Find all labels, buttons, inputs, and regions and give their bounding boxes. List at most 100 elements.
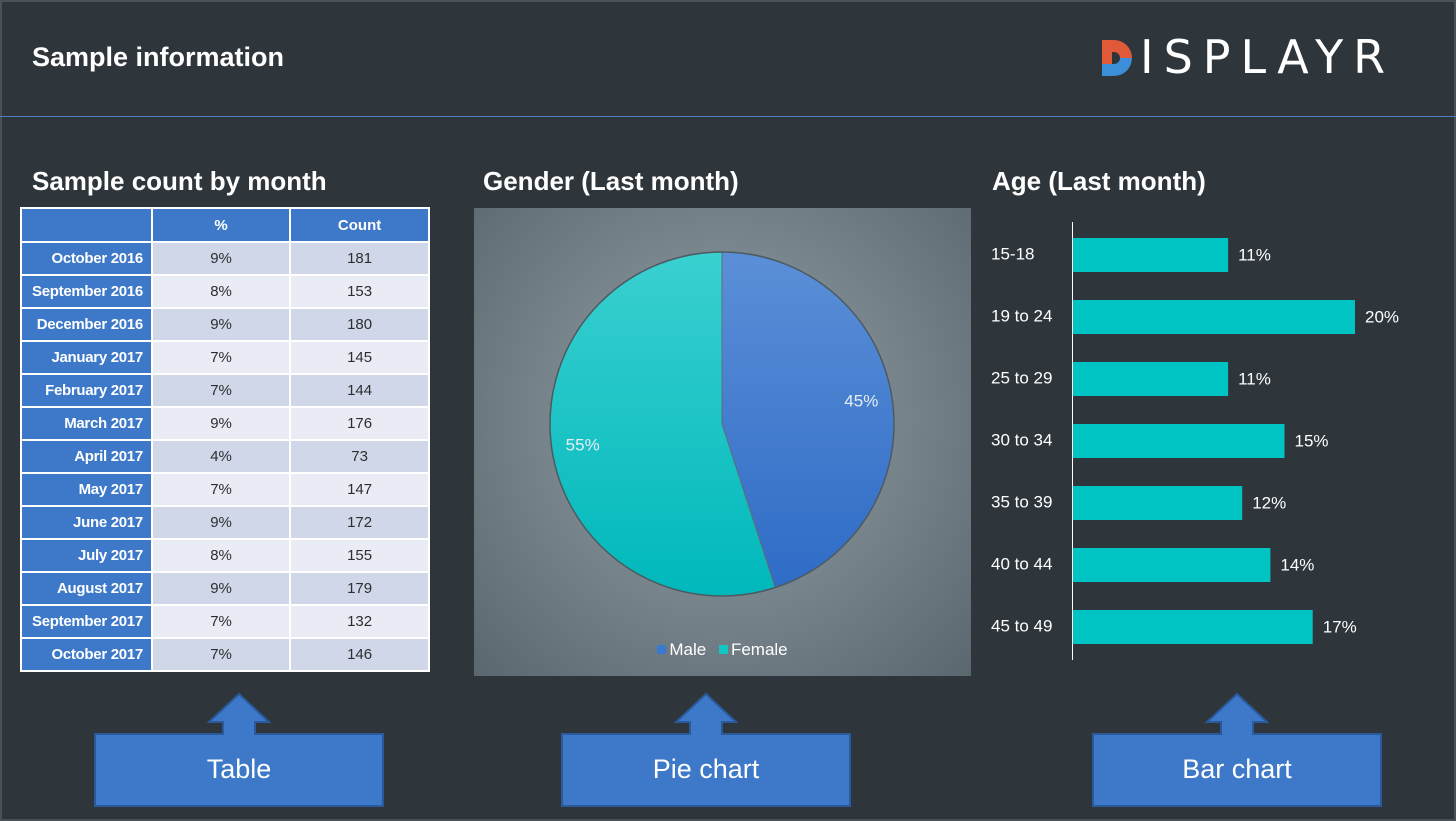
bar: [1073, 548, 1271, 582]
table-row-label: July 2017: [20, 538, 153, 573]
header: Sample information ISPLAYR: [0, 0, 1456, 116]
bar: [1073, 424, 1285, 458]
displayr-logo: ISPLAYR: [1100, 34, 1412, 80]
age-bar-chart: 15-18 11% 19 to 24 20% 25 to 29 11% 30 to 34 15…: [985, 222, 1435, 662]
legend-item-male: Male: [657, 640, 706, 660]
bar: [1073, 300, 1355, 334]
table-header-row: % Count: [20, 207, 430, 243]
up-arrow-icon: [94, 692, 384, 807]
table-row: October 2017 7% 146: [20, 637, 430, 672]
table-cell-pct: 9%: [150, 307, 292, 342]
table-cell-count: 180: [289, 307, 430, 342]
table-cell-count: 176: [289, 406, 430, 441]
bar-category-label: 35 to 39: [991, 492, 1052, 511]
table-cell-pct: 7%: [150, 637, 292, 672]
page-title: Sample information: [32, 42, 285, 72]
bar-value-label: 17%: [1323, 617, 1357, 636]
table-header-pct: %: [150, 207, 292, 243]
up-arrow-icon: [1092, 692, 1382, 807]
logo-text: ISPLAYR: [1140, 30, 1396, 84]
callout-pie: Pie chart: [560, 692, 852, 808]
legend-label-female: Female: [730, 640, 788, 659]
table-cell-pct: 7%: [150, 472, 292, 507]
legend-label-male: Male: [669, 640, 707, 659]
up-arrow-icon: [561, 692, 851, 807]
table-row: August 2017 9% 179: [20, 571, 430, 606]
table-cell-pct: 9%: [150, 571, 292, 606]
table-row-label: October 2016: [20, 241, 153, 276]
table-row: April 2017 4% 73: [20, 439, 430, 474]
pie-label-female: 55%: [566, 436, 600, 455]
table-cell-pct: 7%: [150, 373, 292, 408]
table-cell-count: 144: [289, 373, 430, 408]
table-row: December 2016 9% 180: [20, 307, 430, 342]
table-body: October 2016 9% 181 September 2016 8% 153 Dece…: [20, 241, 430, 672]
table-row: October 2016 9% 181: [20, 241, 430, 276]
pie-title: Gender (Last month): [483, 166, 739, 196]
table-cell-count: 179: [289, 571, 430, 606]
pie-chart: 45% 55%: [549, 251, 895, 597]
table-row: February 2017 7% 144: [20, 373, 430, 408]
bar-title: Age (Last month): [992, 166, 1206, 196]
pie-legend: Male Female: [474, 640, 971, 660]
header-divider: [0, 116, 1456, 117]
table-cell-count: 146: [289, 637, 430, 672]
callout-label-table: Table: [206, 754, 272, 784]
bar-value-label: 14%: [1280, 555, 1314, 574]
table-row-label: April 2017: [20, 439, 153, 474]
bar-category-label: 45 to 49: [991, 616, 1052, 635]
table-cell-count: 145: [289, 340, 430, 375]
table-row: September 2016 8% 153: [20, 274, 430, 309]
table-cell-pct: 8%: [150, 274, 292, 309]
table-row-label: May 2017: [20, 472, 153, 507]
table-row: March 2017 9% 176: [20, 406, 430, 441]
table-cell-pct: 7%: [150, 604, 292, 639]
table-title: Sample count by month: [32, 166, 327, 196]
bar: [1073, 362, 1229, 396]
pie-chart-panel: 45% 55% Male Female: [474, 208, 971, 676]
table-cell-pct: 8%: [150, 538, 292, 573]
bar-value-label: 20%: [1365, 307, 1399, 326]
bar-category-label: 25 to 29: [991, 368, 1052, 387]
table-row: June 2017 9% 172: [20, 505, 430, 540]
bar-value-label: 12%: [1252, 493, 1286, 512]
table-cell-count: 181: [289, 241, 430, 276]
table-cell-count: 155: [289, 538, 430, 573]
bar-value-label: 11%: [1238, 369, 1271, 388]
table-row: July 2017 8% 155: [20, 538, 430, 573]
callout-label-pie: Pie chart: [652, 754, 760, 784]
table-cell-pct: 9%: [150, 406, 292, 441]
bar: [1073, 610, 1313, 644]
table-header-blank: [20, 207, 153, 243]
bar-axis-line: [1072, 222, 1073, 660]
table-header-count: Count: [289, 207, 430, 243]
bar: [1073, 238, 1229, 272]
bar-value-label: 15%: [1295, 431, 1329, 450]
callout-bar: Bar chart: [1091, 692, 1383, 808]
table-cell-pct: 9%: [150, 241, 292, 276]
table-cell-count: 73: [289, 439, 430, 474]
table-row-label: October 2017: [20, 637, 153, 672]
table-row-label: September 2017: [20, 604, 153, 639]
table-row: September 2017 7% 132: [20, 604, 430, 639]
legend-item-female: Female: [718, 640, 788, 660]
table-row-label: December 2016: [20, 307, 153, 342]
bar-chart-svg: 15-18 11% 19 to 24 20% 25 to 29 11% 30 to 34 15…: [991, 238, 1399, 644]
table-row-label: January 2017: [20, 340, 153, 375]
table-row-label: March 2017: [20, 406, 153, 441]
sample-count-table: % Count October 2016 9% 181 September 2016 8…: [20, 207, 430, 672]
table-cell-count: 132: [289, 604, 430, 639]
table-cell-count: 147: [289, 472, 430, 507]
bar-category-label: 30 to 34: [991, 430, 1052, 449]
pie-outline: [549, 251, 895, 597]
table-cell-pct: 4%: [150, 439, 292, 474]
callout-table: Table: [93, 692, 385, 808]
bar-value-label: 11%: [1238, 245, 1271, 264]
table-row-label: February 2017: [20, 373, 153, 408]
table-row: January 2017 7% 145: [20, 340, 430, 375]
legend-swatch-male: [657, 645, 667, 654]
table-row-label: September 2016: [20, 274, 153, 309]
logo-mark-icon: [1102, 40, 1132, 76]
bar-category-label: 19 to 24: [991, 306, 1052, 325]
